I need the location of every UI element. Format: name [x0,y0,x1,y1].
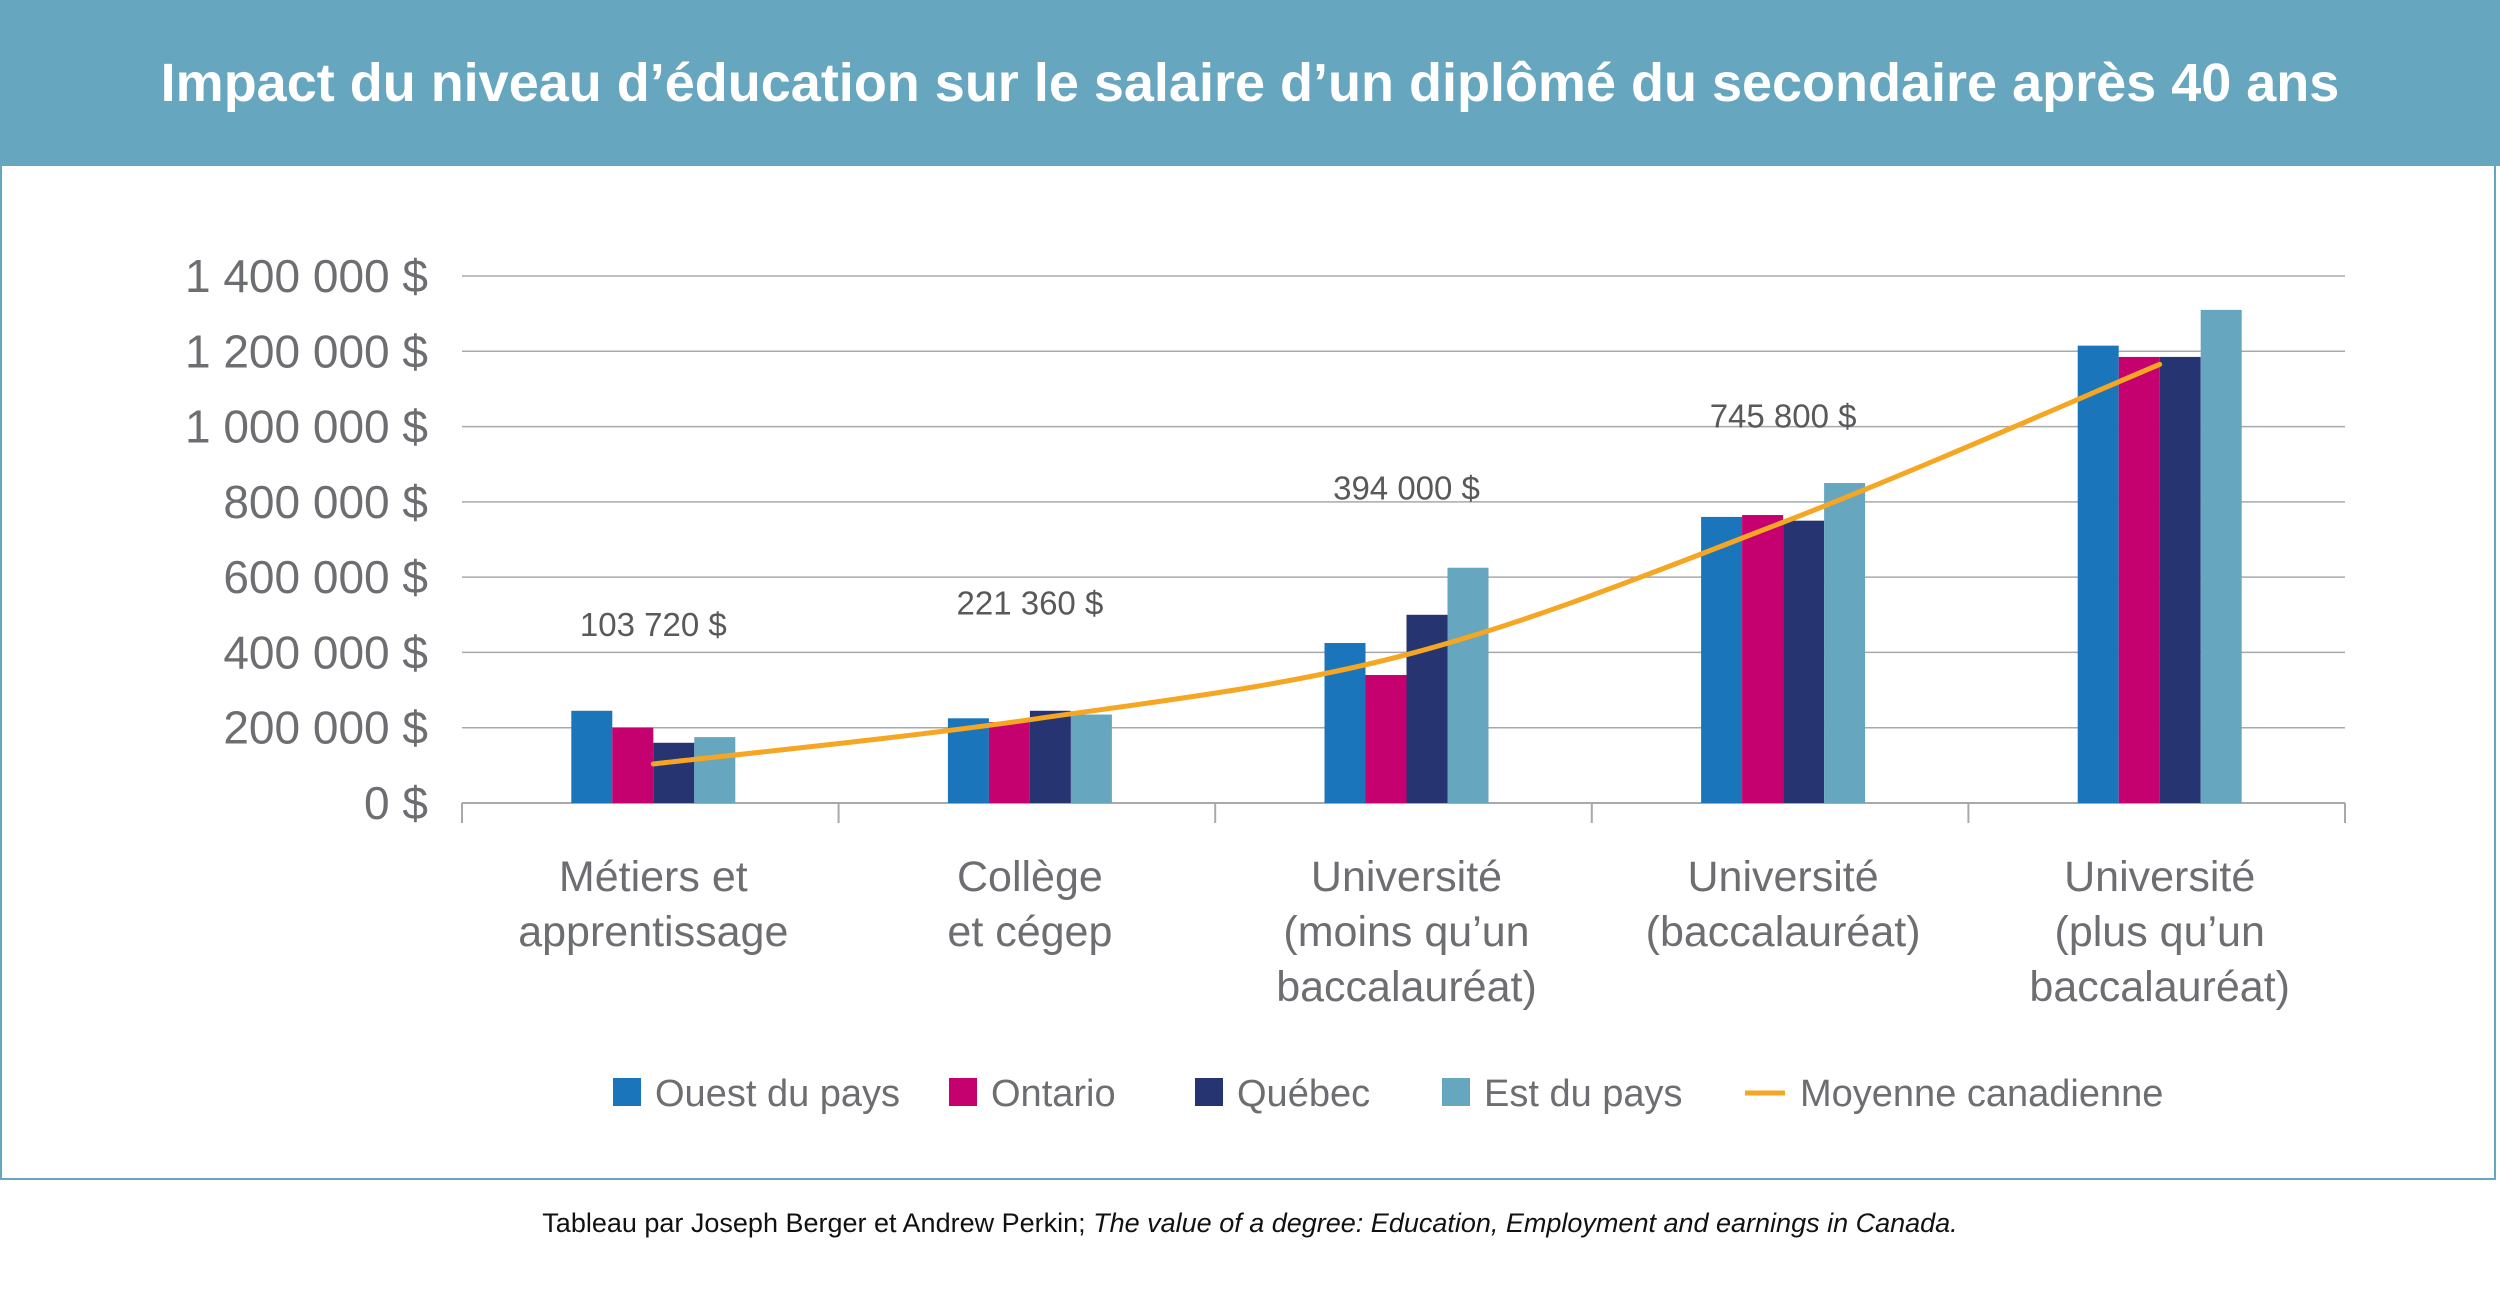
legend-label: Est du pays [1484,1073,1683,1115]
y-tick-label: 1 400 000 $ [185,250,428,302]
average-data-label: 103 720 $ [580,606,727,643]
bar [947,718,989,803]
chart-area: 0 $ 200 000 $ 400 000 $ 600 000 $ 800 000 $ 1… [185,166,2346,1115]
bar [1701,516,1743,803]
legend-label: Ontario [991,1073,1116,1115]
x-category-label: Collège et cégep [947,853,1112,956]
x-category-label: Métiers et apprentissage [518,853,788,956]
bar [653,742,695,803]
average-data-label: 394 000 $ [1333,470,1480,507]
bar [2200,309,2242,803]
bar [1070,714,1112,803]
y-tick-label: 1 200 000 $ [185,325,428,377]
y-tick-label: 800 000 $ [223,476,428,528]
bar [2159,356,2201,803]
source-publication: The value of a degree: Education, Employ… [1093,1208,1958,1238]
legend-label: Moyenne canadienne [1800,1073,2163,1115]
x-category-label: Université (plus qu’un baccalauréat) [2029,853,2290,1011]
legend-swatch [1442,1078,1470,1106]
bar [1447,567,1489,803]
legend-swatch [1195,1078,1223,1106]
average-line [650,361,2163,767]
bar [1783,520,1825,803]
y-tick-label: 600 000 $ [223,551,428,603]
bar [1365,675,1407,803]
bar [612,727,654,803]
average-data-label: 745 800 $ [1710,397,1857,434]
y-tick-label: 0 $ [364,777,428,829]
bar [694,737,736,803]
x-category-label: Université (baccalauréat) [1646,853,1921,956]
average-data-label: 221 360 $ [956,585,1103,622]
y-tick-label: 1 000 000 $ [185,401,428,453]
bar [1824,483,1866,803]
legend-swatch [613,1078,641,1106]
source-authors: Tableau par Joseph Berger et Andrew Perk… [542,1208,1094,1238]
bar [2077,345,2119,803]
x-category-label: Université (moins qu’un baccalauréat) [1276,853,1537,1011]
title-banner: Impact du niveau d’éducation sur le sala… [0,0,2500,166]
source-note: Tableau par Joseph Berger et Andrew Perk… [0,1208,2500,1239]
y-tick-label: 200 000 $ [223,702,428,754]
legend-label: Ouest du pays [655,1073,900,1115]
legend-label: Québec [1237,1073,1370,1115]
bar [1742,515,1784,803]
bar [571,710,613,803]
bar [2118,356,2160,803]
chart-title: Impact du niveau d’éducation sur le sala… [160,53,2340,113]
y-tick-label: 400 000 $ [223,626,428,678]
legend-swatch [949,1078,977,1106]
bar [1029,710,1071,803]
bar [988,722,1030,803]
